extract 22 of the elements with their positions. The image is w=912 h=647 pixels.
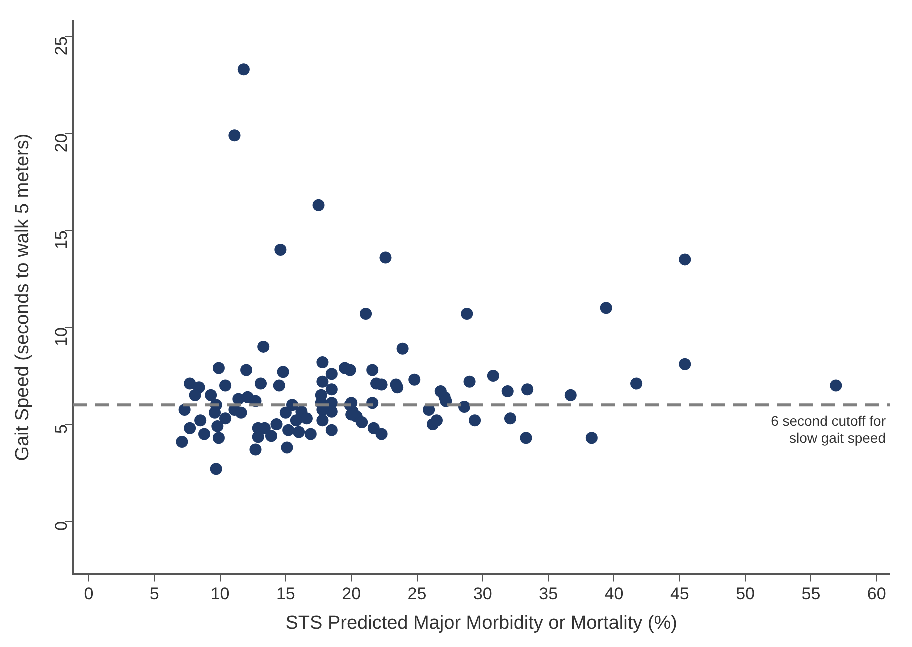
- x-tick-label: 15: [276, 584, 296, 604]
- y-tick-label: 5: [52, 424, 71, 434]
- y-tick-label: 10: [52, 328, 71, 346]
- x-tick-label: 10: [210, 584, 230, 604]
- x-tick-label: 25: [408, 584, 427, 604]
- x-tick-label: 5: [150, 584, 160, 604]
- y-tick-label: 25: [52, 36, 71, 56]
- x-tick-label: 35: [539, 584, 558, 604]
- x-tick-label: 30: [473, 584, 492, 604]
- x-tick-label: 0: [84, 584, 94, 604]
- ref-line-label: 6 second cutoff for slow gait speed: [771, 412, 886, 446]
- x-tick-label: 20: [342, 584, 362, 604]
- x-tick-label: 60: [867, 584, 886, 604]
- y-tick-label: 0: [52, 521, 71, 531]
- x-tick-label: 55: [802, 584, 821, 604]
- y-tick-label: 15: [52, 230, 71, 250]
- x-tick-label: 45: [670, 584, 690, 604]
- y-tick-label: 20: [52, 134, 71, 153]
- x-tick-label: 50: [736, 584, 756, 604]
- x-tick-label: 40: [604, 584, 624, 604]
- x-axis-title: STS Predicted Major Morbidity or Mortality (%): [286, 612, 678, 634]
- y-axis-title: Gait Speed (seconds to walk 5 meters): [12, 134, 34, 462]
